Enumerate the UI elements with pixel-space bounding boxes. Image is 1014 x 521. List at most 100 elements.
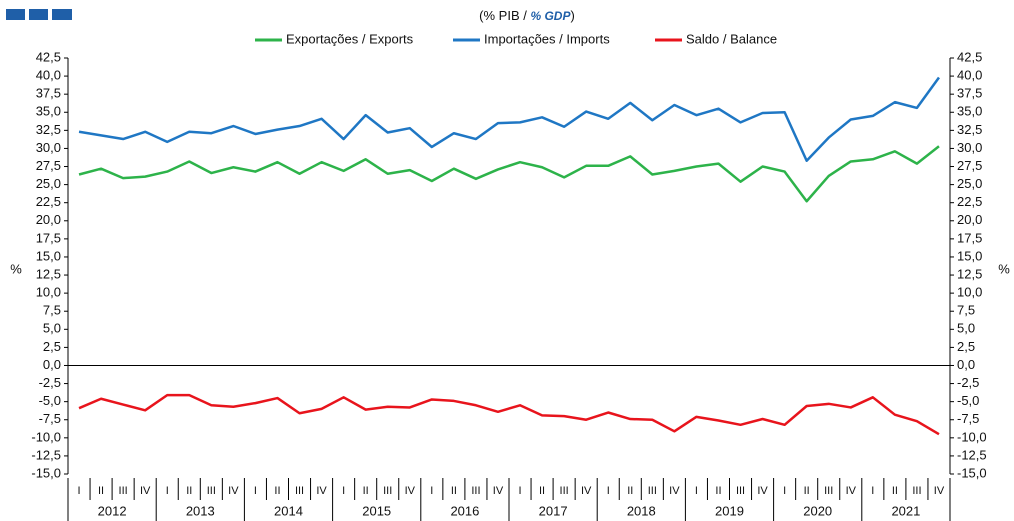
x-tick-label: IV bbox=[228, 485, 239, 497]
y2-tick-label: 35,0 bbox=[957, 104, 982, 119]
series-line bbox=[78, 76, 940, 162]
x-tick-label: IV bbox=[140, 485, 151, 497]
y2-tick-label: 42,5 bbox=[957, 49, 982, 64]
x-tick-label: I bbox=[607, 485, 610, 497]
year-label: 2015 bbox=[362, 503, 391, 518]
y-tick-label: 15,0 bbox=[36, 248, 61, 263]
y-tick-label: 42,5 bbox=[36, 49, 61, 64]
year-label: 2016 bbox=[450, 503, 479, 518]
x-tick-label: III bbox=[824, 485, 833, 497]
x-tick-label: III bbox=[560, 485, 569, 497]
x-tick-label: IV bbox=[316, 485, 327, 497]
x-tick-label: IV bbox=[757, 485, 768, 497]
x-tick-label: III bbox=[207, 485, 216, 497]
y-tick-label: 35,0 bbox=[36, 104, 61, 119]
x-tick-label: II bbox=[274, 485, 280, 497]
y2-tick-label: -12,5 bbox=[957, 447, 987, 462]
year-label: 2020 bbox=[803, 503, 832, 518]
x-tick-label: III bbox=[736, 485, 745, 497]
x-tick-label: I bbox=[254, 485, 257, 497]
x-tick-label: III bbox=[648, 485, 657, 497]
y2-tick-label: 22,5 bbox=[957, 194, 982, 209]
x-tick-label: III bbox=[912, 485, 921, 497]
y2-tick-label: -15,0 bbox=[957, 465, 987, 480]
logo-block bbox=[29, 9, 48, 20]
y2-tick-label: 40,0 bbox=[957, 68, 982, 83]
y-tick-label: 0,0 bbox=[43, 357, 61, 372]
x-tick-label: I bbox=[695, 485, 698, 497]
y2-tick-label: 20,0 bbox=[957, 212, 982, 227]
year-label: 2021 bbox=[891, 503, 920, 518]
y2-tick-label: 10,0 bbox=[957, 285, 982, 300]
y2-tick-label: -10,0 bbox=[957, 429, 987, 444]
x-tick-label: II bbox=[892, 485, 898, 497]
x-tick-label: IV bbox=[581, 485, 592, 497]
x-tick-label: I bbox=[871, 485, 874, 497]
y2-tick-label: 2,5 bbox=[957, 339, 975, 354]
x-tick-label: IV bbox=[493, 485, 504, 497]
legend-label: Saldo / Balance bbox=[686, 31, 777, 46]
x-tick-label: II bbox=[715, 485, 721, 497]
x-tick-label: IV bbox=[846, 485, 857, 497]
y-tick-label: 17,5 bbox=[36, 230, 61, 245]
y2-tick-label: 17,5 bbox=[957, 230, 982, 245]
subtitle-part: (% PIB / bbox=[479, 8, 527, 23]
y-tick-label: 40,0 bbox=[36, 68, 61, 83]
year-label: 2014 bbox=[274, 503, 303, 518]
y2-tick-label: -2,5 bbox=[957, 375, 979, 390]
y-tick-label: 2,5 bbox=[43, 339, 61, 354]
x-tick-label: I bbox=[166, 485, 169, 497]
y2-tick-label: -5,0 bbox=[957, 393, 979, 408]
x-tick-label: I bbox=[77, 485, 80, 497]
y-axis-label: % bbox=[10, 261, 22, 276]
x-tick-label: II bbox=[98, 485, 104, 497]
x-tick-label: I bbox=[518, 485, 521, 497]
y-tick-label: 20,0 bbox=[36, 212, 61, 227]
x-tick-label: II bbox=[804, 485, 810, 497]
y-tick-label: 5,0 bbox=[43, 321, 61, 336]
x-tick-label: IV bbox=[934, 485, 945, 497]
series-line bbox=[78, 145, 940, 203]
year-label: 2018 bbox=[627, 503, 656, 518]
y-tick-label: -15,0 bbox=[31, 465, 61, 480]
y2-tick-label: 7,5 bbox=[957, 303, 975, 318]
y-tick-label: -2,5 bbox=[39, 375, 61, 390]
y2-axis-label: % bbox=[998, 261, 1010, 276]
y-tick-label: -7,5 bbox=[39, 411, 61, 426]
y2-tick-label: 5,0 bbox=[957, 321, 975, 336]
x-tick-label: I bbox=[342, 485, 345, 497]
subtitle-part: % GDP bbox=[530, 9, 571, 23]
x-tick-label: II bbox=[539, 485, 545, 497]
subtitle-part: ) bbox=[570, 8, 574, 23]
year-label: 2017 bbox=[539, 503, 568, 518]
y2-tick-label: 25,0 bbox=[957, 176, 982, 191]
y-tick-label: 37,5 bbox=[36, 86, 61, 101]
y2-tick-label: 27,5 bbox=[957, 158, 982, 173]
x-tick-label: III bbox=[119, 485, 128, 497]
legend-label: Importações / Imports bbox=[484, 31, 610, 46]
y-tick-label: -10,0 bbox=[31, 429, 61, 444]
y-tick-label: -5,0 bbox=[39, 393, 61, 408]
x-tick-label: IV bbox=[405, 485, 416, 497]
y-tick-label: 30,0 bbox=[36, 140, 61, 155]
chart-subtitle: (% PIB / % GDP) bbox=[479, 8, 575, 23]
x-tick-label: III bbox=[383, 485, 392, 497]
y-tick-label: 32,5 bbox=[36, 122, 61, 137]
year-label: 2013 bbox=[186, 503, 215, 518]
x-tick-label: I bbox=[783, 485, 786, 497]
y-tick-label: 10,0 bbox=[36, 285, 61, 300]
logo-block bbox=[52, 9, 72, 20]
year-label: 2019 bbox=[715, 503, 744, 518]
y-tick-label: 12,5 bbox=[36, 266, 61, 281]
y2-tick-label: 30,0 bbox=[957, 140, 982, 155]
y2-tick-label: 32,5 bbox=[957, 122, 982, 137]
y-tick-label: 7,5 bbox=[43, 303, 61, 318]
y-tick-label: 27,5 bbox=[36, 158, 61, 173]
y2-tick-label: 15,0 bbox=[957, 248, 982, 263]
legend-label: Exportações / Exports bbox=[286, 31, 414, 46]
series-line bbox=[78, 393, 940, 436]
y2-tick-label: 0,0 bbox=[957, 357, 975, 372]
y-tick-label: -12,5 bbox=[31, 447, 61, 462]
y2-tick-label: -7,5 bbox=[957, 411, 979, 426]
